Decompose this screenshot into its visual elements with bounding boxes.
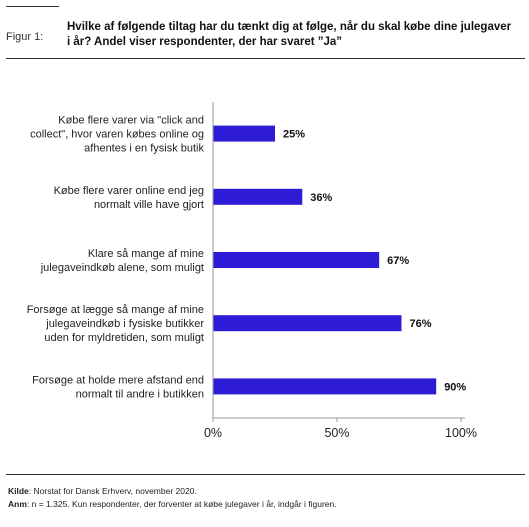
category-label-line: uden for myldretiden, som muligt — [44, 332, 204, 344]
category-labels: Købe flere varer via "click and collect",… — [27, 115, 205, 401]
category-label-line: Klare så mange af mine — [88, 248, 204, 260]
category-label-line: Forsøge at holde mere afstand end — [32, 374, 204, 386]
category-label-line: afhentes i en fysisk butik — [84, 143, 204, 155]
top-rule — [6, 6, 59, 7]
data-label-4: 76% — [409, 318, 431, 330]
x-tick-label: 50% — [324, 426, 349, 440]
bars — [213, 125, 437, 395]
note-label: Anm — [8, 499, 27, 509]
bar-1 — [213, 125, 275, 142]
category-label-line: collect", hvor varen købes online og — [30, 129, 204, 141]
source-note: Kilde: Norstat for Dansk Erhverv, novemb… — [8, 486, 197, 496]
annotation-note: Anm: n = 1.325. Kun respondenter, der fo… — [8, 499, 337, 509]
figure-title: Hvilke af følgende tiltag har du tænkt d… — [67, 21, 512, 48]
category-label-line: Forsøge at lægge så mange af mine — [27, 304, 204, 316]
source-text: : Norstat for Dansk Erhverv, november 20… — [28, 486, 197, 496]
bar-5 — [213, 378, 437, 395]
category-label-4: Forsøge at lægge så mange af mine julegav… — [27, 304, 205, 344]
bar-4 — [213, 315, 402, 332]
footer-rule — [6, 474, 525, 475]
bar-2 — [213, 188, 303, 205]
note-text: : n = 1.325. Kun respondenter, der forve… — [26, 499, 337, 509]
category-label-2: Købe flere varer online end jeg normalt v… — [54, 185, 204, 211]
category-label-5: Forsøge at holde mere afstand end normalt… — [32, 374, 204, 400]
header-rule — [6, 58, 525, 59]
source-label: Kilde — [8, 486, 29, 496]
category-label-line: julegaveindkøb alene, som muligt — [40, 262, 204, 274]
data-label-5: 90% — [444, 381, 466, 393]
category-label-3: Klare så mange af mine julegaveindkøb ale… — [40, 248, 204, 274]
category-label-line: Købe flere varer via "click and — [58, 115, 204, 127]
x-tick-label: 0% — [204, 426, 222, 440]
category-label-line: Købe flere varer online end jeg — [54, 185, 204, 197]
data-label-1: 25% — [283, 129, 305, 141]
data-label-2: 36% — [310, 192, 332, 204]
x-tick-label: 100% — [445, 426, 477, 440]
x-ticks: 0% 50% 100% — [204, 418, 477, 440]
value-labels: 25% 36% 67% 76% 90% — [283, 129, 466, 394]
figure-label: Figur 1: — [6, 31, 44, 43]
category-label-line: normalt ville have gjort — [94, 199, 204, 211]
data-label-3: 67% — [387, 255, 409, 267]
bar-3 — [213, 252, 380, 268]
category-label-line: julegaveindkøb i fysiske butikker — [45, 318, 204, 330]
category-label-1: Købe flere varer via "click and collect",… — [30, 115, 204, 155]
category-label-line: normalt til andre i butikken — [76, 388, 204, 400]
bar-chart: Købe flere varer via "click and collect",… — [27, 102, 477, 440]
